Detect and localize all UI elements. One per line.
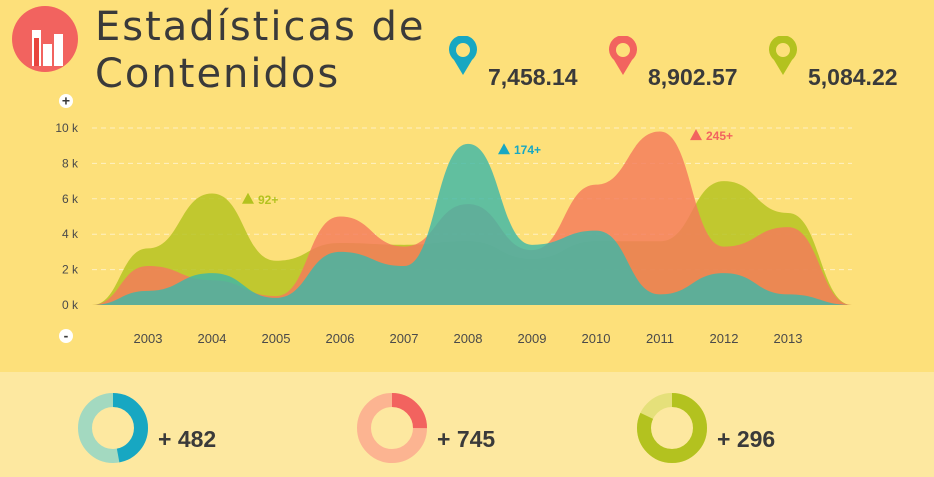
x-tick-label: 2007 xyxy=(390,331,419,346)
donut-value: + 482 xyxy=(158,426,217,452)
page-title-line-1: Estadísticas de xyxy=(95,4,426,50)
annotation-label: 174+ xyxy=(514,143,541,157)
zoom-in-button[interactable]: + xyxy=(59,93,73,109)
x-tick-label: 2013 xyxy=(774,331,803,346)
map-pin-icon xyxy=(449,36,477,75)
annotation-label: 245+ xyxy=(706,129,733,143)
donut-chart-olive xyxy=(637,393,707,463)
donut-segment xyxy=(78,393,148,463)
x-tick-label: 2004 xyxy=(198,331,227,346)
map-pin-icon xyxy=(769,36,797,75)
y-tick-label: 10 k xyxy=(55,121,79,135)
y-tick-label: 2 k xyxy=(62,263,79,277)
stat-value: 8,902.57 xyxy=(648,64,738,90)
y-tick-label: 0 k xyxy=(62,298,79,312)
zoom-out-button[interactable]: - xyxy=(59,328,73,344)
x-tick-label: 2003 xyxy=(134,331,163,346)
summary-panel xyxy=(0,372,934,477)
y-tick-label: 8 k xyxy=(62,156,79,170)
up-triangle-icon xyxy=(690,129,702,141)
x-tick-label: 2012 xyxy=(710,331,739,346)
x-tick-label: 2005 xyxy=(262,331,291,346)
bar-chart-logo-icon xyxy=(12,6,78,72)
page-title-line-2: Contenidos xyxy=(95,51,341,97)
donut-segment xyxy=(357,393,427,463)
donut-chart-coral xyxy=(357,393,427,463)
up-triangle-icon xyxy=(242,192,254,204)
donut-value: + 745 xyxy=(437,426,496,452)
x-tick-label: 2008 xyxy=(454,331,483,346)
stat-value: 7,458.14 xyxy=(488,64,578,90)
donut-segment xyxy=(637,393,707,463)
y-tick-label: 4 k xyxy=(62,227,79,241)
donut-value: + 296 xyxy=(717,426,776,452)
x-tick-label: 2009 xyxy=(518,331,547,346)
annotation-label: 92+ xyxy=(258,193,278,207)
page-title: Estadísticas de Contenidos xyxy=(95,4,426,98)
area-chart: 0 k 2 k 4 k 6 k 8 k 10 k 2003 2004 2005 2006 2007… xyxy=(55,93,852,346)
donut-chart-teal xyxy=(78,393,148,463)
area-series-2 xyxy=(92,143,852,305)
map-pin-icon xyxy=(609,36,637,75)
y-tick-label: 6 k xyxy=(62,192,79,206)
zoom-out-label: - xyxy=(64,328,69,344)
up-triangle-icon xyxy=(498,143,510,155)
zoom-in-label: + xyxy=(62,93,70,109)
x-tick-label: 2011 xyxy=(646,331,674,346)
x-tick-label: 2006 xyxy=(326,331,355,346)
stat-value: 5,084.22 xyxy=(808,64,898,90)
x-tick-label: 2010 xyxy=(582,331,611,346)
